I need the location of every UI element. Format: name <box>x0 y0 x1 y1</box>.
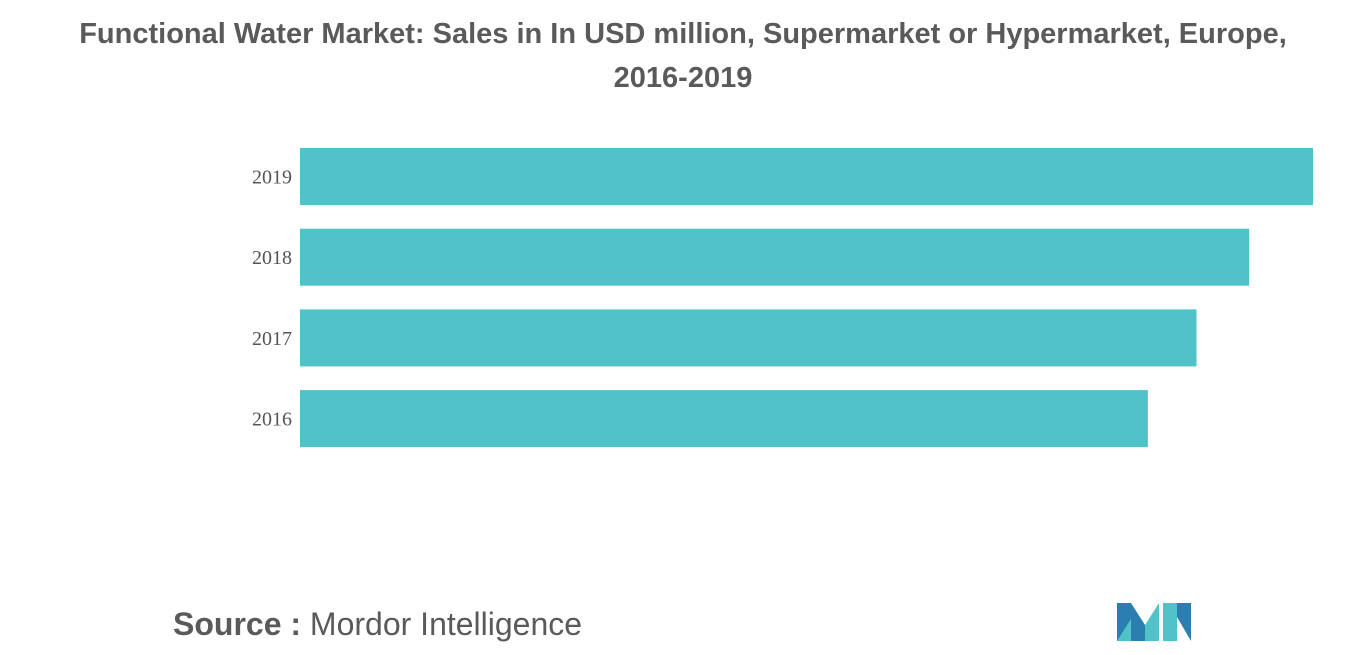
chart-title-line-2: 2016-2019 <box>613 62 753 94</box>
mordor-intelligence-logo-icon <box>1117 603 1191 641</box>
source-value: Mordor Intelligence <box>309 606 583 642</box>
y-tick-label-2019: 2019 <box>252 167 292 189</box>
source-note: Source : Mordor Intelligence <box>173 606 582 643</box>
bar-2017 <box>300 309 1197 367</box>
logo-right-light <box>1163 603 1177 641</box>
bar-2016 <box>300 390 1148 448</box>
y-tick-label-2018: 2018 <box>252 247 292 269</box>
source-label: Source : <box>173 606 302 642</box>
bar-2019 <box>300 148 1313 205</box>
y-tick-label-2016: 2016 <box>252 409 292 431</box>
chart-title: Functional Water Market: Sales in In USD… <box>0 12 1366 100</box>
logo-left-light <box>1117 619 1131 641</box>
chart-title-line-1: Functional Water Market: Sales in In USD… <box>79 18 1287 50</box>
bar-2018 <box>300 228 1250 286</box>
logo-right-dark <box>1177 603 1191 641</box>
y-axis-ticks: 2019 2018 2017 2016 <box>252 167 292 431</box>
bar-group <box>300 148 1313 448</box>
logo-mid-light <box>1145 603 1159 641</box>
y-tick-label-2017: 2017 <box>252 328 292 350</box>
